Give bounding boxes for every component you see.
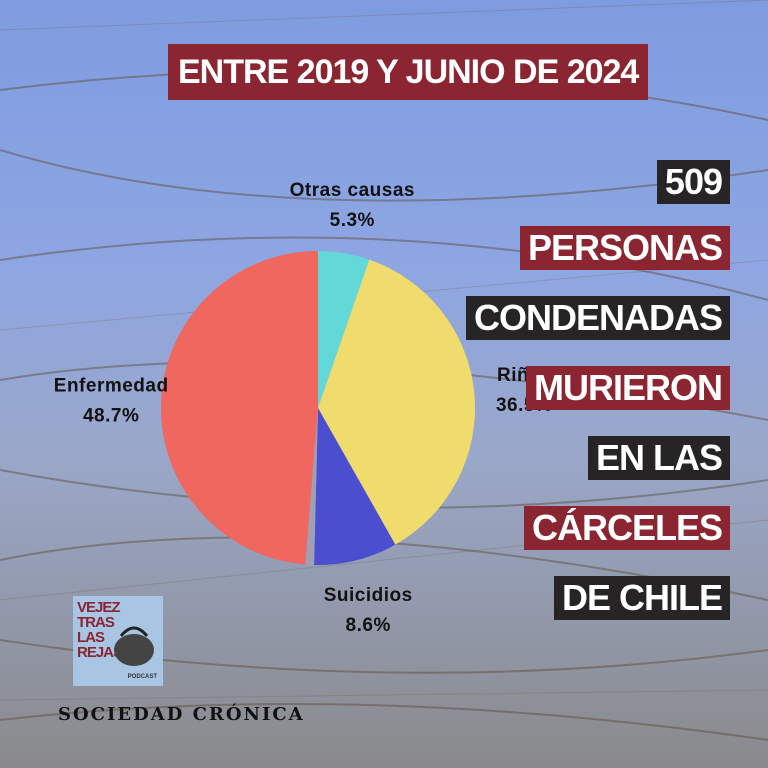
header-title: ENTRE 2019 Y JUNIO DE 2024 xyxy=(168,44,649,100)
panel-line: PERSONAS xyxy=(519,226,730,270)
panel-line: DE CHILE xyxy=(553,576,730,620)
slice-label: Suicidios xyxy=(324,585,413,606)
panel-line: CONDENADAS xyxy=(465,296,730,340)
slice-value-label: 48.7% xyxy=(83,406,139,427)
panel-line: MURIERON xyxy=(526,366,730,410)
slice-label: Otras causas xyxy=(290,180,415,201)
logo-subtitle: PODCAST xyxy=(127,674,157,680)
slice-value-label: 8.6% xyxy=(346,615,391,636)
purse-icon xyxy=(114,626,154,666)
panel-line: EN LAS xyxy=(587,436,730,480)
pie-slice xyxy=(305,408,318,565)
pie-slice xyxy=(318,251,370,408)
slice-value-label: 5.3% xyxy=(330,210,375,231)
pie-slice xyxy=(160,251,318,565)
logo-text: VEJEZ TRAS LAS REJAS xyxy=(77,599,123,661)
podcast-logo: VEJEZ TRAS LAS REJAS PODCAST xyxy=(73,596,163,686)
pie-slice xyxy=(314,408,396,566)
panel-line: CÁRCELES xyxy=(523,506,730,550)
pie-slice xyxy=(318,259,475,545)
slice-label: Enfermedad xyxy=(54,376,169,397)
brand-name: SOCIEDAD CRÓNICA xyxy=(58,704,305,725)
panel-line: 509 xyxy=(656,160,730,204)
